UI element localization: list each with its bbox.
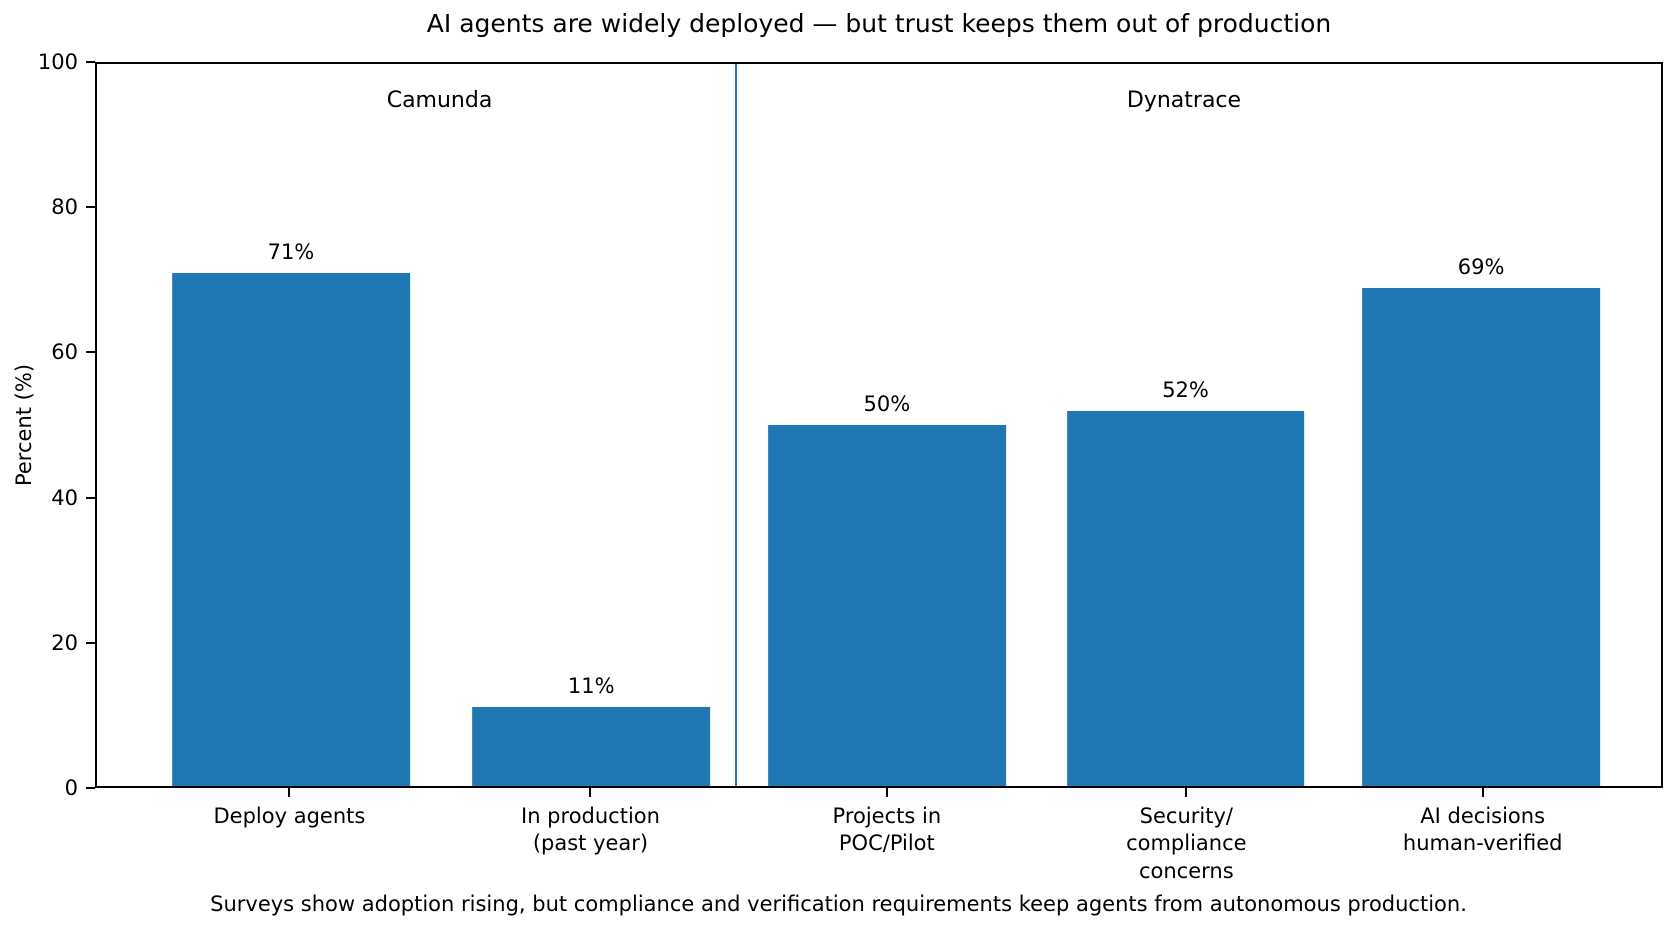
bar-slot-projects-poc-pilot: 50% xyxy=(767,64,1006,786)
group-divider-line xyxy=(735,64,738,786)
y-tick-mark xyxy=(86,351,95,354)
y-tick-mark xyxy=(86,61,95,63)
y-tick: 40 xyxy=(51,486,95,510)
x-tick-mark xyxy=(288,788,291,797)
y-tick-label: 60 xyxy=(51,340,78,365)
x-tick-label: In production (past year) xyxy=(521,804,660,856)
x-tick-mark xyxy=(1185,788,1188,797)
y-tick-mark xyxy=(86,496,95,499)
y-tick: 60 xyxy=(51,340,95,364)
y-tick-label: 40 xyxy=(51,485,78,510)
y-tick-label: 80 xyxy=(51,195,78,220)
y-tick-label: 100 xyxy=(37,50,78,74)
bar-in-production xyxy=(472,706,711,786)
bar-slot-in-production: 11% xyxy=(472,64,711,786)
bar-value-label: 52% xyxy=(1162,377,1209,402)
x-tick-mark xyxy=(1481,788,1484,797)
x-axis-ticks: Deploy agents In production (past year) … xyxy=(95,788,1663,908)
bar-ai-decisions-verified xyxy=(1362,287,1600,786)
bar-value-label: 71% xyxy=(267,240,315,265)
bar-deploy-agents xyxy=(172,273,410,786)
bar-security-compliance xyxy=(1066,410,1305,786)
bar-slot-deploy-agents: 71% xyxy=(172,64,410,786)
x-tick-label: AI decisions human-verified xyxy=(1402,804,1563,856)
figure-caption: Surveys show adoption rising, but compli… xyxy=(210,892,1467,916)
bar-value-label: 69% xyxy=(1457,254,1505,279)
y-tick-mark xyxy=(86,787,95,789)
y-tick-mark xyxy=(86,641,95,644)
bar-slot-security-compliance: 52% xyxy=(1066,64,1305,786)
y-tick: 80 xyxy=(51,195,95,219)
plot-area: Camunda Dynatrace 71% 11% 50% 52% 69% xyxy=(95,62,1663,788)
y-tick-label: 20 xyxy=(51,630,78,655)
group-label-camunda: Camunda xyxy=(386,88,493,113)
x-tick-mark xyxy=(589,788,592,797)
y-tick: 100 xyxy=(38,50,95,74)
y-tick: 20 xyxy=(51,631,95,655)
bar-value-label: 11% xyxy=(567,673,615,698)
x-tick-label: Projects in POC/Pilot xyxy=(832,804,942,856)
bar-value-label: 50% xyxy=(863,392,911,416)
chart-title: AI agents are widely deployed — but trus… xyxy=(426,9,1332,38)
x-tick-label: Deploy agents xyxy=(213,804,366,828)
bar-slot-ai-decisions-verified: 69% xyxy=(1362,64,1600,786)
y-tick: 0 xyxy=(65,776,95,800)
bar-projects-poc-pilot xyxy=(767,425,1006,786)
x-tick-mark xyxy=(885,788,888,797)
x-tick-label: Security/ compliance concerns xyxy=(1126,804,1247,883)
y-tick-label: 0 xyxy=(64,776,78,800)
y-tick-mark xyxy=(86,206,95,209)
y-axis-ticks: 0 20 40 60 80 100 xyxy=(0,50,95,800)
group-label-dynatrace: Dynatrace xyxy=(1126,88,1242,113)
